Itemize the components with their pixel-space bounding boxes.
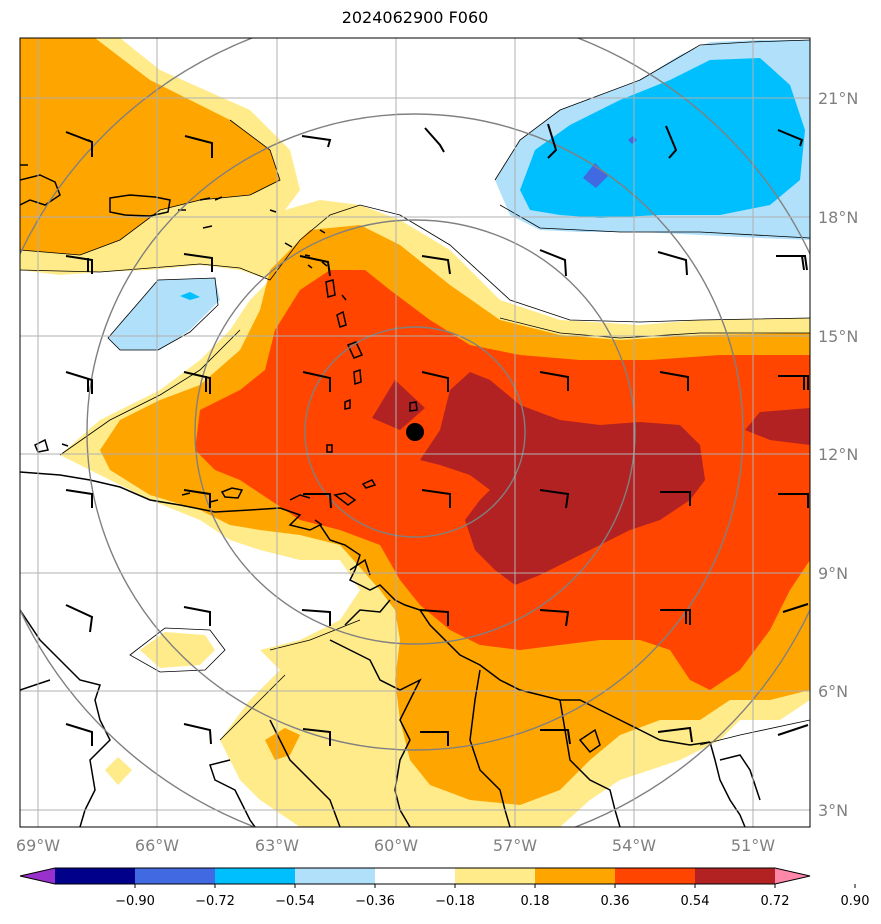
- fill-sky-blue-w: [180, 292, 200, 300]
- lat-label: 21°N: [818, 89, 858, 108]
- lon-label: 51°W: [731, 836, 775, 855]
- fill-royal-blue-b: [628, 136, 637, 144]
- lat-label: 3°N: [818, 801, 848, 820]
- colorbar-tick-label: 0.54: [681, 894, 710, 909]
- fill-dark-red-east: [745, 408, 810, 445]
- colorbar-tick-label: −0.54: [275, 894, 315, 909]
- colorbar-segment: [295, 868, 376, 884]
- colorbar-segment: [215, 868, 296, 884]
- colorbar-tick-label: −0.36: [355, 894, 395, 909]
- lon-label: 54°W: [612, 836, 656, 855]
- colorbar-tick-label: −0.90: [115, 894, 155, 909]
- lat-label: 12°N: [818, 445, 858, 464]
- fill-pale-yellow-dot: [105, 757, 132, 785]
- map-title: 2024062900 F060: [341, 8, 489, 27]
- lat-label: 6°N: [818, 682, 848, 701]
- lon-label: 57°W: [493, 836, 537, 855]
- colorbar-tick-label: 0.90: [841, 894, 870, 909]
- latitude-labels: 21°N 18°N 15°N 12°N 9°N 6°N 3°N: [818, 89, 858, 820]
- longitude-labels: 69°W 66°W 63°W 60°W 57°W 54°W 51°W: [16, 836, 775, 855]
- colorbar-tick-label: 0.18: [521, 894, 550, 909]
- colorbar-extend-high: [775, 868, 810, 884]
- fill-orange: [20, 38, 280, 255]
- colorbar-segment: [55, 868, 136, 884]
- colorbar-tick-label: −0.18: [435, 894, 475, 909]
- lat-label: 9°N: [818, 564, 848, 583]
- colorbar-segment: [135, 868, 216, 884]
- colorbar: −0.90 −0.72 −0.54 −0.36 −0.18 0.18 0.36 0.54 0.7…: [19, 867, 870, 909]
- colorbar-tick-label: 0.36: [601, 894, 630, 909]
- colorbar-segment: [455, 868, 536, 884]
- colorbar-tick-label: 0.72: [761, 894, 790, 909]
- fill-pale-yellow-small: [140, 632, 215, 668]
- fill-royal-blue-a: [583, 163, 608, 188]
- storm-center-marker: [406, 423, 424, 441]
- colorbar-segment: [535, 868, 616, 884]
- colorbar-segment: [615, 868, 696, 884]
- lat-label: 15°N: [818, 327, 858, 346]
- wind-barbs: [65, 123, 809, 746]
- colorbar-segment: [375, 868, 456, 884]
- colorbar-outline: [19, 867, 811, 885]
- colorbar-segment: [695, 868, 776, 884]
- lon-label: 63°W: [255, 836, 299, 855]
- range-rings: [20, 38, 810, 827]
- plot-border: [19, 37, 811, 828]
- lon-label: 69°W: [16, 836, 60, 855]
- colorbar-extend-low: [20, 868, 55, 884]
- contour-fills: [20, 38, 810, 827]
- lat-label: 18°N: [818, 208, 858, 227]
- lon-label: 66°W: [135, 836, 179, 855]
- colorbar-tick-label: −0.72: [195, 894, 235, 909]
- fill-dark-red-small: [372, 380, 425, 430]
- graticule: [20, 38, 810, 827]
- lon-label: 60°W: [374, 836, 418, 855]
